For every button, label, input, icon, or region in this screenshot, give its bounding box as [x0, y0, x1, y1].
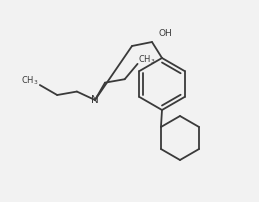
Text: OH: OH	[158, 29, 172, 39]
Text: N: N	[91, 95, 99, 105]
Text: CH$_3$: CH$_3$	[21, 75, 39, 87]
Text: CH$_3$: CH$_3$	[138, 54, 155, 66]
